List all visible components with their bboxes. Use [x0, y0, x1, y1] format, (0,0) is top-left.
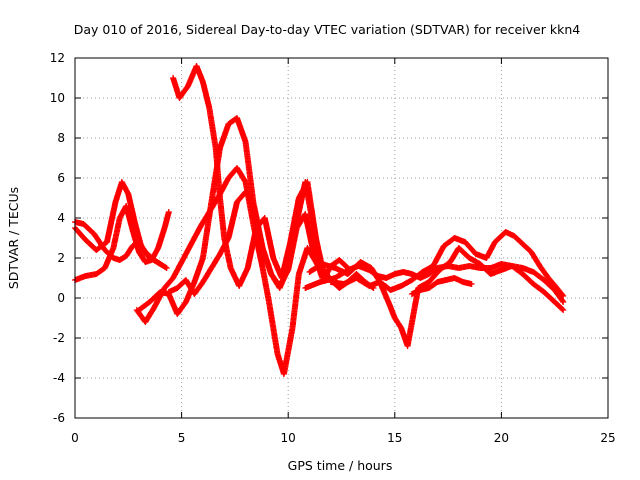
y-tick-label: 8 [57, 131, 65, 145]
data-series [72, 63, 567, 377]
series-marks [408, 275, 475, 297]
x-tick-label: 15 [387, 431, 402, 445]
series-track-10 [327, 229, 567, 299]
x-tick-label: 25 [600, 431, 615, 445]
y-tick-label: 6 [57, 171, 65, 185]
y-tick-label: 4 [57, 211, 65, 225]
y-tick-label: 0 [57, 291, 65, 305]
y-tick-label: 12 [50, 51, 65, 65]
x-axis-label: GPS time / hours [288, 458, 393, 473]
y-axis-label: SDTVAR / TECUs [6, 187, 21, 289]
y-tick-label: -6 [53, 411, 65, 425]
x-tick-label: 0 [71, 431, 79, 445]
axis-ticks: 0 5 10 15 20 25 -6 -4 -2 0 2 4 6 8 10 12 [50, 51, 616, 445]
chart-title: Day 010 of 2016, Sidereal Day-to-day VTE… [74, 22, 580, 37]
y-tick-label: -2 [53, 331, 65, 345]
series-track-11 [408, 275, 475, 297]
series-marks [327, 229, 567, 299]
x-tick-label: 5 [178, 431, 186, 445]
y-tick-label: 10 [50, 91, 65, 105]
x-tick-label: 10 [281, 431, 296, 445]
plot-frame [74, 57, 609, 419]
y-tick-label: 2 [57, 251, 65, 265]
x-tick-label: 20 [494, 431, 509, 445]
y-tick-label: -4 [53, 371, 65, 385]
grid-lines [75, 58, 608, 418]
